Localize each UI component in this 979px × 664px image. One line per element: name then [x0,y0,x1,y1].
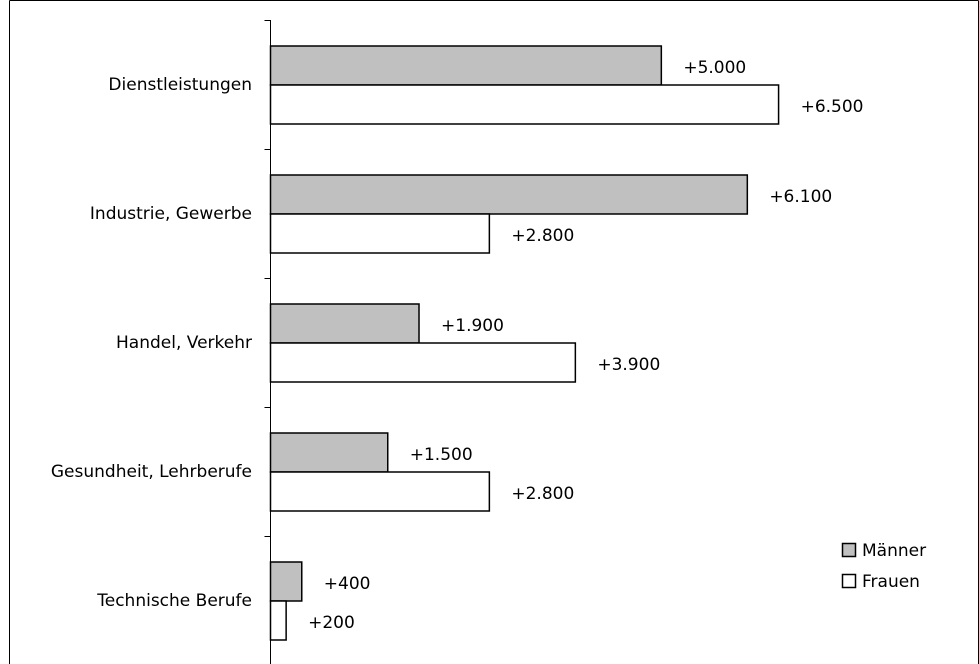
bar [269,84,780,125]
category-label: Dienstleistungen [108,75,252,95]
bar [269,432,389,473]
legend-swatch [841,573,857,589]
bar [269,45,663,86]
value-label: +6.100 [769,187,832,207]
bar [269,342,577,383]
bar [269,561,303,602]
value-label: +5.000 [683,58,746,78]
value-label: +200 [308,613,355,633]
value-label: +400 [324,574,371,594]
category-label: Industrie, Gewerbe [90,204,252,224]
bar [269,174,749,215]
value-label: +6.500 [801,97,864,117]
bar [269,471,491,512]
value-label: +1.500 [410,445,473,465]
bar [269,303,420,344]
legend-label: Männer [862,541,926,561]
value-label: +2.800 [511,226,574,246]
category-label: Gesundheit, Lehrberufe [51,462,252,482]
bar [269,213,491,254]
value-label: +2.800 [511,484,574,504]
bar [269,600,287,641]
value-label: +3.900 [597,355,660,375]
category-label: Technische Berufe [96,591,252,611]
value-label: +1.900 [441,316,504,336]
legend-label: Frauen [862,572,920,592]
legend-swatch [841,542,857,558]
category-label: Handel, Verkehr [116,333,252,353]
